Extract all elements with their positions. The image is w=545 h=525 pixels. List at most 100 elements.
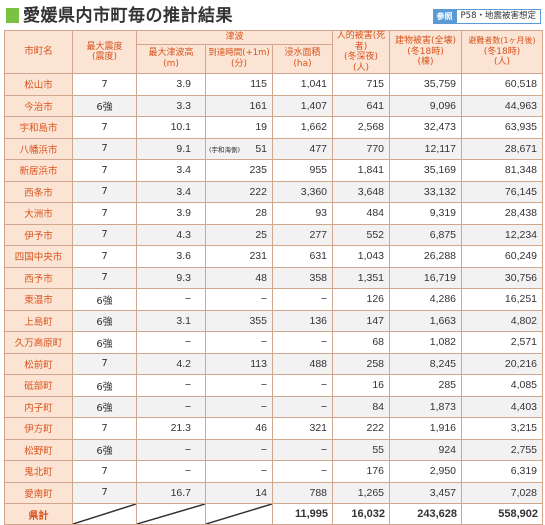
table-row: 愛南町 7 16.7 14 788 1,265 3,457 7,028	[4, 481, 544, 504]
cell-evacuees: 16,251	[461, 288, 544, 311]
cell-intensity: 6強	[72, 288, 137, 311]
cell-buildings: 4,286	[389, 288, 463, 311]
cell-arrival-time: −	[205, 288, 273, 311]
cell-city: 内子町	[4, 395, 73, 418]
cell-intensity: 7	[72, 266, 137, 289]
cell-intensity: 7	[72, 180, 137, 203]
cell-flood-area: 1,662	[271, 116, 334, 139]
col-header-city: 市町名	[4, 30, 73, 74]
cell-arrival-time: 14	[205, 481, 273, 504]
cell-casualties: 770	[332, 137, 391, 160]
cell-flood-area: 136	[271, 309, 334, 332]
cell-intensity: 6強	[72, 309, 137, 332]
reference-text: P58・地震被害想定	[456, 9, 541, 24]
cell-casualties: 2,568	[332, 116, 391, 139]
cell-city: 宇和島市	[4, 116, 73, 139]
table-row: 八幡浜市 7 9.1 (宇和海側) 51 477 770 12,117 28,671	[4, 137, 544, 160]
cell-buildings: 35,759	[389, 73, 463, 96]
total-empty-cell	[136, 503, 206, 525]
arrival-note: (宇和海側)	[209, 145, 241, 154]
cell-buildings: 1,873	[389, 395, 463, 418]
cell-tsunami-height: 3.1	[136, 309, 206, 332]
cell-intensity: 7	[72, 223, 137, 246]
cell-city: 松前町	[4, 352, 73, 375]
cell-buildings: 3,457	[389, 481, 463, 504]
cell-casualties: 641	[332, 94, 391, 117]
cell-buildings: 26,288	[389, 245, 463, 268]
page-header: 愛媛県内市町毎の推計結果 参照 P58・地震被害想定	[4, 4, 541, 28]
table-header: 市町名 最大震度 (震度) 津波 人的被害(死者) (冬深夜) (人) 建物被害…	[4, 30, 544, 75]
table-row: 伊方町 7 21.3 46 321 222 1,916 3,215	[4, 417, 544, 440]
cell-buildings: 1,916	[389, 417, 463, 440]
cell-arrival-time: 113	[205, 352, 273, 375]
cell-intensity: 6強	[72, 395, 137, 418]
table-row: 松山市 7 3.9 115 1,041 715 35,759 60,518	[4, 73, 544, 96]
cell-tsunami-height: −	[136, 395, 206, 418]
cell-arrival-time: 115	[205, 73, 273, 96]
table-row: 松野町 6強 − − −55 924 2,755	[4, 438, 544, 461]
cell-city: 伊予市	[4, 223, 73, 246]
cell-tsunami-height: −	[136, 331, 206, 354]
cell-buildings: 33,132	[389, 180, 463, 203]
cell-tsunami-height: −	[136, 288, 206, 311]
cell-casualties: 55	[332, 438, 391, 461]
cell-buildings: 16,719	[389, 266, 463, 289]
cell-intensity: 7	[72, 352, 137, 375]
cell-evacuees: 81,348	[461, 159, 544, 182]
cell-tsunami-height: −	[136, 374, 206, 397]
cell-flood-area: −	[271, 395, 334, 418]
cell-flood-area: 1,407	[271, 94, 334, 117]
cell-evacuees: 7,028	[461, 481, 544, 504]
cell-arrival-time: 231	[205, 245, 273, 268]
cell-arrival-time: 235	[205, 159, 273, 182]
cell-city: 伊方町	[4, 417, 73, 440]
cell-buildings: 9,319	[389, 202, 463, 225]
cell-city: 八幡浜市	[4, 137, 73, 160]
cell-casualties: 147	[332, 309, 391, 332]
cell-casualties: 258	[332, 352, 391, 375]
table-row: 大洲市 7 3.9 28 93 484 9,319 28,438	[4, 202, 544, 225]
cell-tsunami-height: 3.9	[136, 202, 206, 225]
cell-city: 西予市	[4, 266, 73, 289]
total-casualties: 16,032	[332, 503, 391, 525]
cell-tsunami-height: −	[136, 438, 206, 461]
cell-arrival-time: 28	[205, 202, 273, 225]
cell-tsunami-height: 4.3	[136, 223, 206, 246]
col-header-arrival-time: 到達時間(+1m) (分)	[205, 43, 273, 75]
cell-buildings: 32,473	[389, 116, 463, 139]
cell-tsunami-height: −	[136, 460, 206, 483]
cell-arrival-time: 48	[205, 266, 273, 289]
cell-arrival-time: −	[205, 374, 273, 397]
cell-casualties: 552	[332, 223, 391, 246]
cell-flood-area: 488	[271, 352, 334, 375]
table-row: 伊予市 7 4.3 25 277 552 6,875 12,234	[4, 223, 544, 246]
cell-city: 久万高原町	[4, 331, 73, 354]
cell-casualties: 84	[332, 395, 391, 418]
cell-city: 愛南町	[4, 481, 73, 504]
cell-buildings: 9,096	[389, 94, 463, 117]
cell-evacuees: 28,438	[461, 202, 544, 225]
table-row: 宇和島市 7 10.1 19 1,662 2,568 32,473 63,935	[4, 116, 544, 139]
cell-flood-area: 955	[271, 159, 334, 182]
cell-intensity: 7	[72, 159, 137, 182]
estimate-table: 市町名 最大震度 (震度) 津波 人的被害(死者) (冬深夜) (人) 建物被害…	[4, 30, 544, 525]
cell-arrival-time: −	[205, 438, 273, 461]
cell-tsunami-height: 3.4	[136, 180, 206, 203]
cell-arrival-time: 25	[205, 223, 273, 246]
table-row: 内子町 6強 − − −84 1,873 4,403	[4, 395, 544, 418]
col-header-tsunami-height: 最大津波高 (m)	[136, 43, 206, 75]
total-empty-cell	[205, 503, 273, 525]
cell-evacuees: 20,216	[461, 352, 544, 375]
cell-evacuees: 3,215	[461, 417, 544, 440]
total-evacuees: 558,902	[461, 503, 544, 525]
cell-tsunami-height: 3.9	[136, 73, 206, 96]
table-row: 東温市 6強 − − −126 4,286 16,251	[4, 288, 544, 311]
cell-evacuees: 4,085	[461, 374, 544, 397]
cell-intensity: 7	[72, 116, 137, 139]
reference-badge: 参照 P58・地震被害想定	[432, 9, 541, 24]
cell-evacuees: 4,403	[461, 395, 544, 418]
cell-intensity: 6強	[72, 94, 137, 117]
table-row: 鬼北町 7− − −176 2,950 6,319	[4, 460, 544, 483]
cell-arrival-time: −	[205, 395, 273, 418]
title-marker-square	[6, 8, 19, 23]
